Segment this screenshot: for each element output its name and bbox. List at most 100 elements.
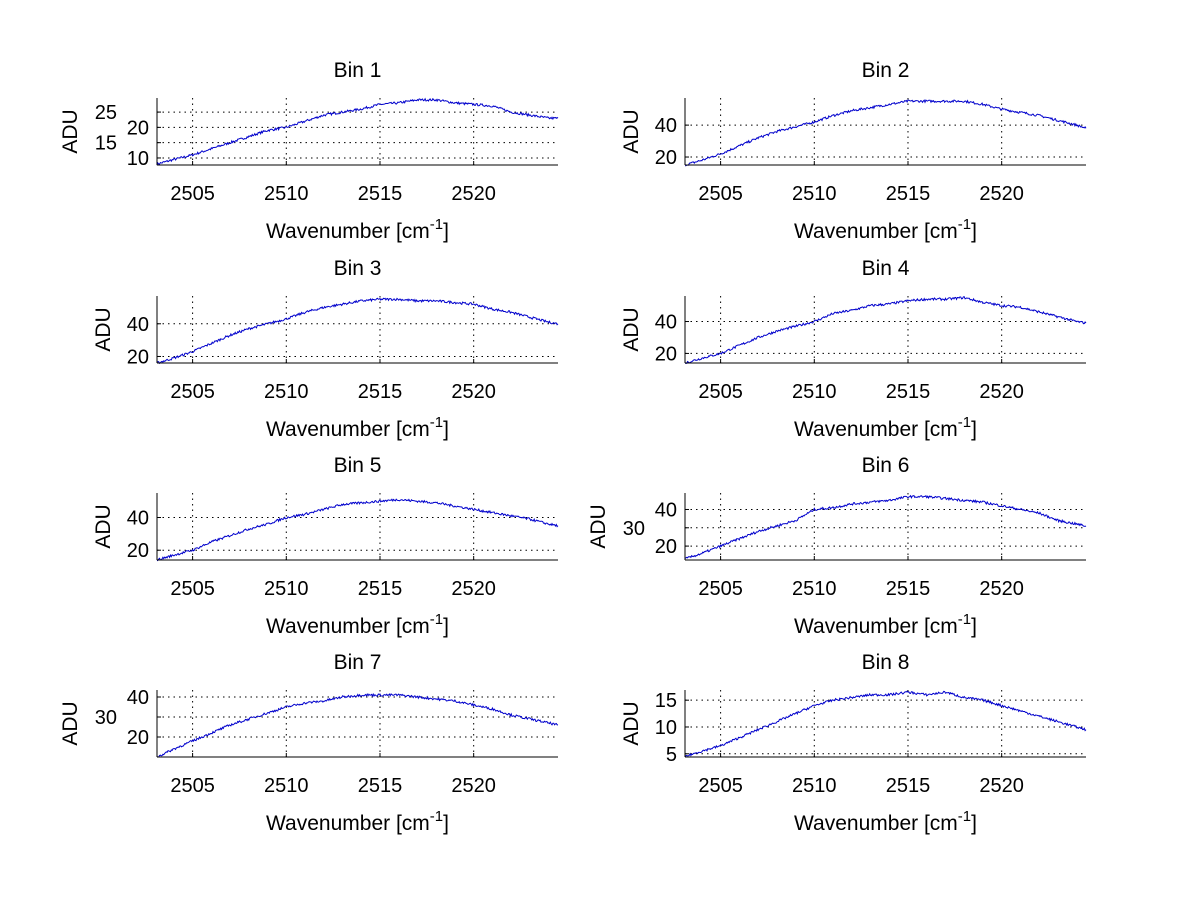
y-tick-label: 30 bbox=[623, 518, 645, 540]
x-tick-label: 2515 bbox=[886, 381, 931, 403]
x-tick-label: 2515 bbox=[358, 183, 403, 205]
x-axis-label: Wavenumber [cm-1] bbox=[266, 414, 449, 441]
x-axis-label: Wavenumber [cm-1] bbox=[794, 414, 977, 441]
x-axis-label: Wavenumber [cm-1] bbox=[266, 808, 449, 835]
x-tick-label: 2510 bbox=[264, 183, 309, 205]
x-tick-label: 2520 bbox=[451, 775, 496, 797]
x-tick-label: 2520 bbox=[979, 775, 1024, 797]
x-axis-label-suffix: ] bbox=[443, 812, 449, 835]
y-tick-label: 20 bbox=[127, 117, 149, 139]
y-tick-label: 20 bbox=[127, 727, 149, 749]
y-tick-label: 15 bbox=[95, 133, 117, 155]
x-axis-label-main: Wavenumber [cm bbox=[266, 418, 430, 441]
x-tick-label: 2510 bbox=[792, 381, 837, 403]
series-line bbox=[684, 494, 1087, 559]
subplot-6: 2505 2510 2515 2520 20 30 40 Bin 6 ADU Wavenumber… bbox=[587, 454, 1087, 638]
x-axis-label: Wavenumber [cm-1] bbox=[266, 216, 449, 243]
x-tick-label: 2510 bbox=[264, 775, 309, 797]
x-axis-label-superscript: -1 bbox=[958, 808, 971, 825]
subplot-5: 2505 2510 2515 2520 20 40 Bin 5 ADU Wavenumber [… bbox=[92, 454, 559, 638]
x-tick-label: 2505 bbox=[170, 775, 215, 797]
x-tick-label: 2505 bbox=[698, 775, 743, 797]
x-axis-label: Wavenumber [cm-1] bbox=[794, 611, 977, 638]
x-axis-label-main: Wavenumber [cm bbox=[266, 615, 430, 638]
y-tick-label: 40 bbox=[655, 312, 677, 334]
subplot-title: Bin 8 bbox=[862, 651, 910, 674]
x-tick-label: 2515 bbox=[358, 578, 403, 600]
x-tick-label: 2515 bbox=[358, 381, 403, 403]
x-tick-label: 2520 bbox=[451, 381, 496, 403]
y-tick-label: 20 bbox=[655, 536, 677, 558]
x-axis-label-suffix: ] bbox=[443, 418, 449, 441]
y-tick-label: 40 bbox=[127, 687, 149, 709]
x-axis-label: Wavenumber [cm-1] bbox=[266, 611, 449, 638]
x-tick-label: 2505 bbox=[170, 183, 215, 205]
subplot-title: Bin 2 bbox=[862, 59, 910, 82]
x-tick-label: 2520 bbox=[979, 381, 1024, 403]
y-tick-label: 5 bbox=[666, 744, 677, 766]
x-tick-label: 2515 bbox=[358, 775, 403, 797]
y-tick-label: 10 bbox=[127, 148, 149, 170]
y-axis-label: ADU bbox=[59, 701, 82, 745]
x-axis-label: Wavenumber [cm-1] bbox=[794, 808, 977, 835]
subplot-3: 2505 2510 2515 2520 20 40 Bin 3 ADU Wavenumber [… bbox=[92, 257, 559, 441]
subplot-8: 2505 2510 2515 2520 5 10 15 Bin 8 ADU Wavenumber … bbox=[620, 651, 1087, 835]
series-line bbox=[156, 498, 559, 562]
subplot-title: Bin 4 bbox=[862, 257, 910, 280]
x-tick-label: 2520 bbox=[979, 578, 1024, 600]
y-tick-label: 40 bbox=[655, 499, 677, 521]
subplot-title: Bin 7 bbox=[334, 651, 382, 674]
x-axis-label-main: Wavenumber [cm bbox=[266, 812, 430, 835]
x-tick-label: 2515 bbox=[886, 183, 931, 205]
y-tick-label: 20 bbox=[655, 147, 677, 169]
x-axis-label-main: Wavenumber [cm bbox=[794, 615, 958, 638]
x-tick-label: 2510 bbox=[792, 578, 837, 600]
y-axis-label: ADU bbox=[92, 307, 115, 351]
x-tick-label: 2520 bbox=[979, 183, 1024, 205]
subplot-title: Bin 5 bbox=[334, 454, 382, 477]
series-line bbox=[156, 297, 559, 365]
series-line bbox=[156, 692, 559, 758]
subplot-title: Bin 3 bbox=[334, 257, 382, 280]
y-axis-label: ADU bbox=[620, 701, 643, 745]
x-tick-label: 2510 bbox=[264, 381, 309, 403]
subplot-1: 2505 2510 2515 2520 10 15 20 25 Bin 1 ADU Wavenumb… bbox=[59, 59, 559, 243]
subplot-title: Bin 6 bbox=[862, 454, 910, 477]
x-axis-label-main: Wavenumber [cm bbox=[794, 812, 958, 835]
series-line bbox=[156, 97, 559, 166]
x-axis-label-superscript: -1 bbox=[958, 611, 971, 628]
y-tick-label: 10 bbox=[655, 717, 677, 739]
x-axis-label-suffix: ] bbox=[971, 812, 977, 835]
series-line bbox=[684, 99, 1087, 167]
subplot-4: 2505 2510 2515 2520 20 40 Bin 4 ADU Wavenumber [… bbox=[620, 257, 1087, 441]
subplot-2: 2505 2510 2515 2520 20 40 Bin 2 ADU Wavenumber [… bbox=[620, 59, 1087, 243]
x-tick-label: 2515 bbox=[886, 775, 931, 797]
x-axis-label: Wavenumber [cm-1] bbox=[794, 216, 977, 243]
y-axis-label: ADU bbox=[620, 307, 643, 351]
x-axis-label-suffix: ] bbox=[443, 220, 449, 243]
series-line bbox=[684, 296, 1087, 365]
y-tick-label: 20 bbox=[127, 346, 149, 368]
subplot-title: Bin 1 bbox=[334, 59, 382, 82]
x-tick-label: 2510 bbox=[792, 775, 837, 797]
y-axis-label: ADU bbox=[59, 109, 82, 153]
x-axis-label-superscript: -1 bbox=[958, 414, 971, 431]
x-tick-label: 2520 bbox=[451, 183, 496, 205]
x-axis-label-suffix: ] bbox=[971, 220, 977, 243]
x-axis-label-main: Wavenumber [cm bbox=[794, 220, 958, 243]
x-axis-label-superscript: -1 bbox=[430, 414, 443, 431]
y-tick-label: 25 bbox=[95, 102, 117, 124]
y-axis-label: ADU bbox=[587, 504, 610, 548]
x-tick-label: 2510 bbox=[264, 578, 309, 600]
x-axis-label-superscript: -1 bbox=[430, 611, 443, 628]
y-axis-label: ADU bbox=[92, 504, 115, 548]
x-axis-label-main: Wavenumber [cm bbox=[794, 418, 958, 441]
x-tick-label: 2505 bbox=[170, 381, 215, 403]
y-tick-label: 20 bbox=[127, 540, 149, 562]
x-axis-label-suffix: ] bbox=[971, 418, 977, 441]
series-line bbox=[684, 690, 1087, 757]
y-tick-label: 40 bbox=[655, 115, 677, 137]
x-tick-label: 2515 bbox=[886, 578, 931, 600]
x-axis-label-main: Wavenumber [cm bbox=[266, 220, 430, 243]
